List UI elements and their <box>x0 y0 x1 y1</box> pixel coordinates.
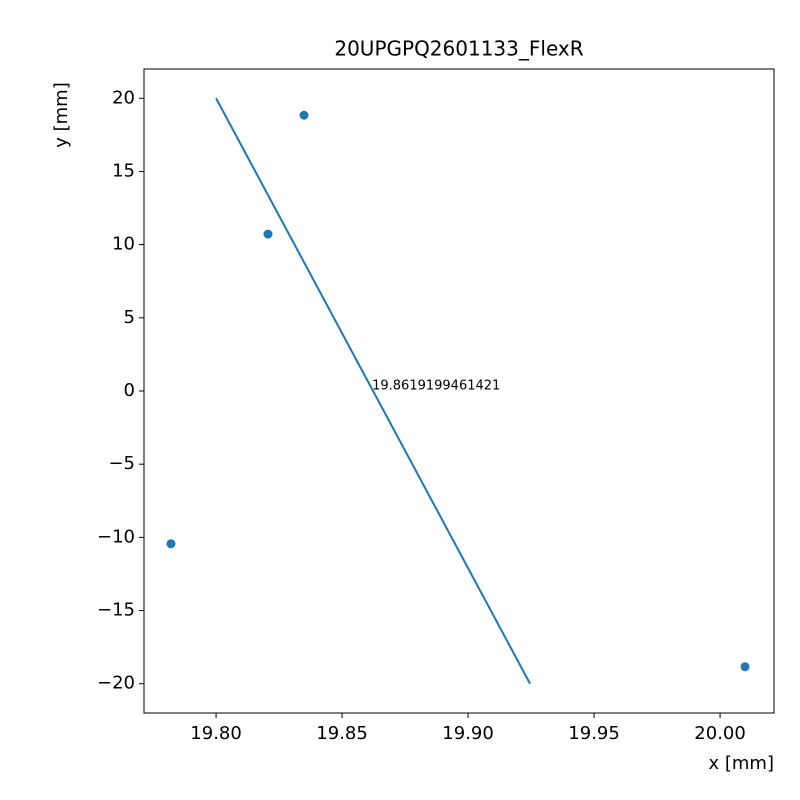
point <box>263 229 273 239</box>
point <box>166 539 176 549</box>
point <box>740 662 750 672</box>
y-tick-label: −10 <box>97 526 135 547</box>
plot-frame <box>143 68 775 714</box>
y-tick-label: 0 <box>124 380 135 401</box>
chart-title: 20UPGPQ2601133_FlexR <box>334 37 583 61</box>
x-tick-label: 19.95 <box>568 723 620 744</box>
y-axis-label: y [mm] <box>51 82 72 148</box>
y-tick-label: 10 <box>112 234 135 255</box>
x-tick-label: 19.85 <box>316 723 368 744</box>
y-tick-label: 5 <box>124 307 135 328</box>
x-axis-label: x [mm] <box>709 753 775 774</box>
y-tick-label: 20 <box>112 87 135 108</box>
fit-line <box>215 97 531 685</box>
x-tick-label: 20.00 <box>694 723 746 744</box>
annotation: 19.8619199461421 <box>372 379 500 394</box>
point <box>299 110 309 120</box>
x-tick-label: 19.80 <box>190 723 242 744</box>
y-tick-label: −20 <box>97 673 135 694</box>
y-tick-label: −15 <box>97 600 135 621</box>
y-tick-label: −5 <box>108 453 135 474</box>
x-tick-label: 19.90 <box>442 723 494 744</box>
y-tick-label: 15 <box>112 160 135 181</box>
